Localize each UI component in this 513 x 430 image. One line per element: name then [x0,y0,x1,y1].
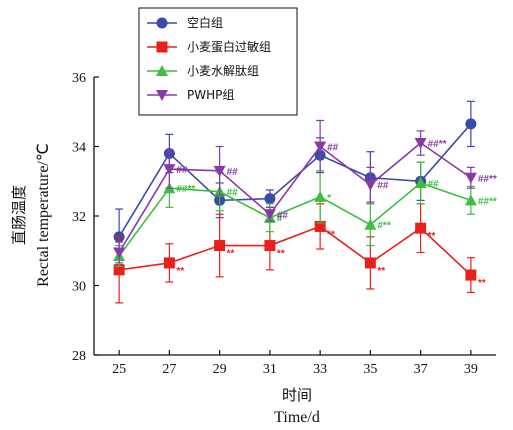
data-point [113,247,126,259]
significance-label: ##** [176,184,195,195]
significance-label: ## [277,210,289,221]
significance-label: ##** [428,139,447,150]
x-axis-title-en: Time/d [274,409,320,426]
x-tick-label: 37 [414,362,428,377]
data-point [163,257,175,269]
y-tick-label: 34 [72,141,86,156]
significance-label: ** [227,249,235,260]
data-point [464,194,477,206]
series-line [119,225,472,276]
significance-label: # [277,214,283,225]
significance-label: ## [176,165,188,176]
legend-label: 小麦蛋白过敏组 [187,39,271,54]
x-axis-title-cn: 时间 [282,386,312,404]
significance-label: ## [428,179,440,190]
significance-label: ## [227,188,239,199]
data-point [415,222,427,234]
data-point [364,179,377,191]
series-line [118,142,472,253]
y-axis-title-cn: 直肠温度 [10,185,28,245]
x-tick-label: 35 [363,362,377,377]
data-point [465,118,477,130]
data-point [113,264,125,276]
data-point [263,209,276,221]
legend-label: PWHP组 [187,88,234,102]
data-point [414,176,427,188]
data-point [364,257,376,269]
significance-label: ##** [478,174,497,185]
y-tick-label: 32 [72,210,86,225]
data-point [314,190,327,202]
significance-label: #** [377,221,390,232]
legend-label: 空白组 [187,15,223,30]
series-line [118,182,472,257]
legend-label: 小麦水解肽组 [187,63,259,78]
significance-label: * [327,193,331,204]
data-point [314,141,327,153]
significance-label: ** [176,266,184,277]
legend-marker [156,90,168,101]
significance-label: ## [227,167,239,178]
significance-label: ** [377,266,385,277]
y-axis-title-en: Rectal temperature/℃ [35,143,52,287]
significance-label: ** [327,229,335,240]
annotation-group: **** **********##** ###*#**####**## #######… [176,139,497,289]
data-point [264,193,276,205]
y-tick-label: 30 [72,280,86,295]
legend-marker [156,41,168,53]
series-4 [113,119,477,264]
x-tick-label: 31 [263,362,277,377]
data-point [314,220,326,232]
data-point [213,165,226,177]
significance-label: ## [377,181,389,192]
significance-label: ** [478,278,486,289]
x-tick-label: 25 [112,362,126,377]
data-point [214,240,226,252]
legend-marker [156,17,168,29]
data-point [364,218,377,230]
legend-marker [156,65,168,76]
significance-label: ** [428,231,436,242]
y-tick-label: 36 [72,71,86,86]
significance-label: ** [277,249,285,260]
significance-label: ## [327,143,339,154]
x-tick-label: 29 [213,362,227,377]
series-line [118,123,472,238]
data-point [464,172,477,184]
data-point [465,269,477,281]
data-point [414,138,427,150]
x-tick-label: 39 [464,362,478,377]
axes: 28 30 32 34 36 25 27 29 31 33 35 37 39 [72,71,496,377]
y-tick-label: 28 [72,349,86,364]
data-point [163,164,176,176]
series-group [113,100,477,304]
data-point [264,240,276,252]
series-2 [113,203,477,304]
x-tick-label: 33 [313,362,327,377]
x-tick-label: 27 [162,362,176,377]
significance-label: ##** [478,196,497,207]
